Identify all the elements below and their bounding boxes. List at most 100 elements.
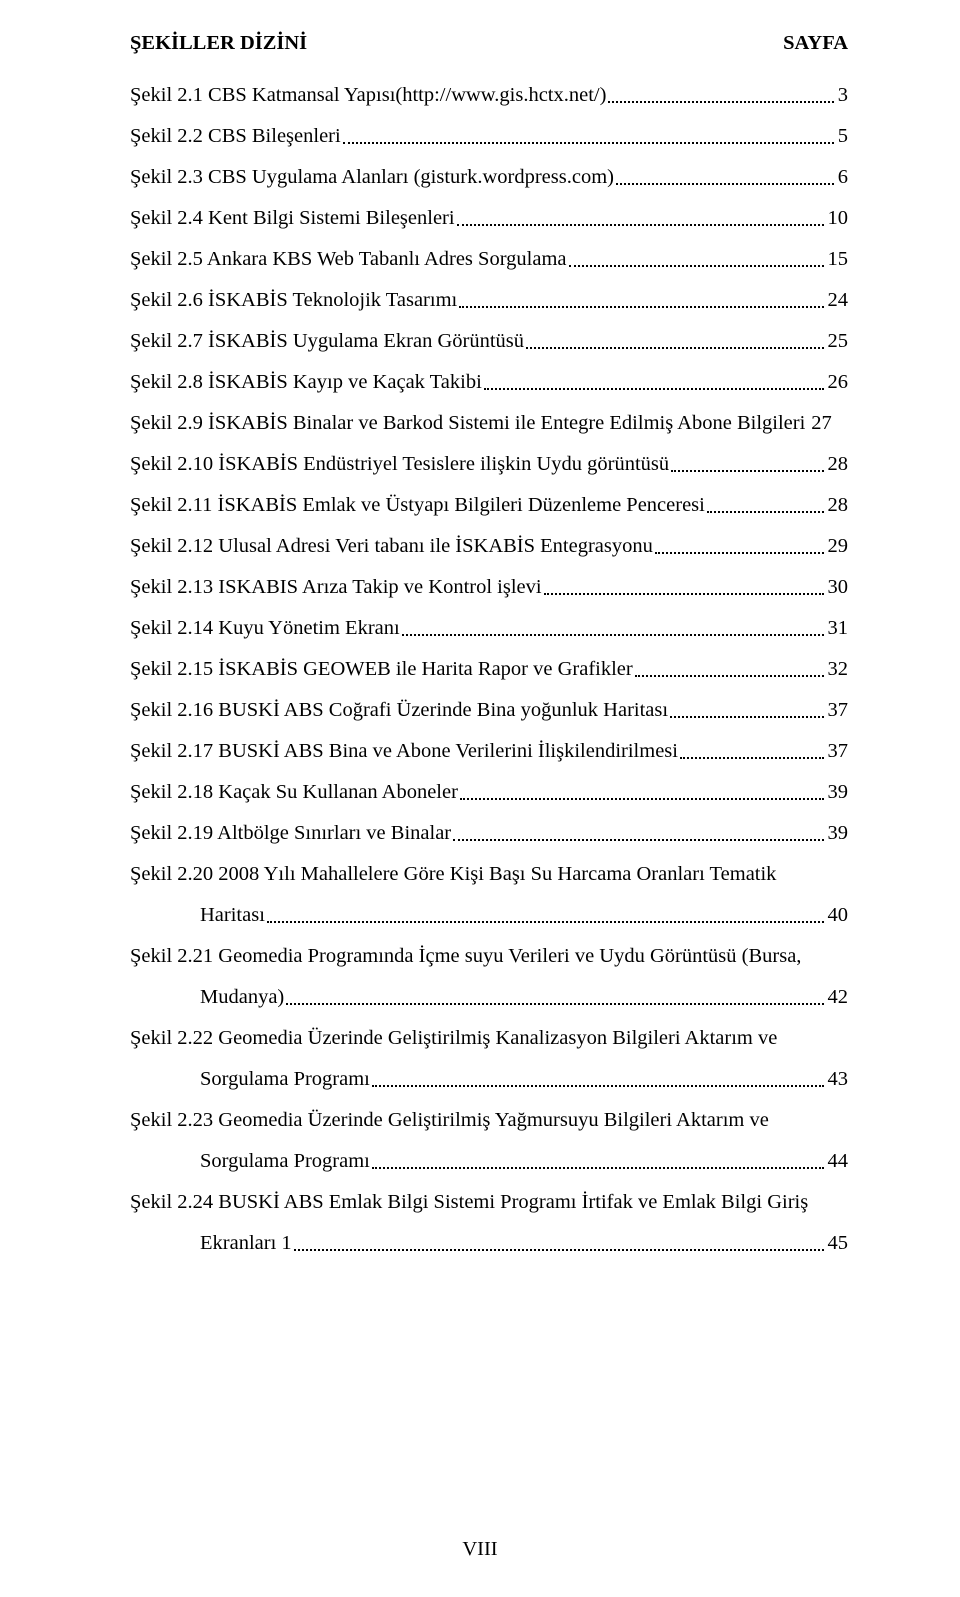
- toc-leader-dots: [680, 756, 824, 759]
- toc-label: Şekil 2.4 Kent Bilgi Sistemi Bileşenleri: [130, 206, 455, 231]
- toc-page-number: 39: [826, 780, 849, 805]
- toc-label-line1: Şekil 2.20 2008 Yılı Mahallelere Göre Ki…: [130, 862, 848, 887]
- toc-label-line1: Şekil 2.21 Geomedia Programında İçme suy…: [130, 944, 848, 969]
- toc-entry: Şekil 2.1 CBS Katmansal Yapısı(http://ww…: [130, 83, 848, 108]
- toc-label-line2-row: Ekranları 145: [130, 1231, 848, 1256]
- toc-label: Şekil 2.16 BUSKİ ABS Coğrafi Üzerinde Bi…: [130, 698, 668, 723]
- toc-leader-dots: [372, 1166, 824, 1169]
- toc-entry: Şekil 2.7 İSKABİS Uygulama Ekran Görüntü…: [130, 329, 848, 354]
- toc-page-number: 30: [826, 575, 849, 600]
- toc-label-line1: Şekil 2.22 Geomedia Üzerinde Geliştirilm…: [130, 1026, 848, 1051]
- toc-page-number: 26: [826, 370, 849, 395]
- toc-entry: Şekil 2.13 ISKABIS Arıza Takip ve Kontro…: [130, 575, 848, 600]
- toc-label: Şekil 2.6 İSKABİS Teknolojik Tasarımı: [130, 288, 457, 313]
- toc-label-line2: Ekranları 1: [200, 1231, 292, 1256]
- toc-entry: Şekil 2.5 Ankara KBS Web Tabanlı Adres S…: [130, 247, 848, 272]
- toc-entry: Şekil 2.4 Kent Bilgi Sistemi Bileşenleri…: [130, 206, 848, 231]
- toc-label-line1: Şekil 2.23 Geomedia Üzerinde Geliştirilm…: [130, 1108, 848, 1133]
- toc-leader-dots: [635, 674, 824, 677]
- toc-page-number: 25: [826, 329, 849, 354]
- toc-entry: Şekil 2.3 CBS Uygulama Alanları (gisturk…: [130, 165, 848, 190]
- toc-label: Şekil 2.13 ISKABIS Arıza Takip ve Kontro…: [130, 575, 542, 600]
- toc-page-number: 5: [836, 124, 848, 149]
- toc-label: Şekil 2.18 Kaçak Su Kullanan Aboneler: [130, 780, 458, 805]
- toc-entry: Şekil 2.18 Kaçak Su Kullanan Aboneler 39: [130, 780, 848, 805]
- toc-page-number: 27: [805, 411, 832, 436]
- toc-label-line2-row: Mudanya) 42: [130, 985, 848, 1010]
- toc-page-number: 42: [826, 985, 849, 1010]
- toc-entry: Şekil 2.11 İSKABİS Emlak ve Üstyapı Bilg…: [130, 493, 848, 518]
- toc-leader-dots: [459, 305, 823, 308]
- toc-page-number: 24: [826, 288, 849, 313]
- toc-leader-dots: [484, 387, 824, 390]
- toc-leader-dots: [670, 715, 823, 718]
- toc-page-number: 37: [826, 698, 849, 723]
- toc-leader-dots: [608, 100, 833, 103]
- toc-page-number: 37: [826, 739, 849, 764]
- toc-leader-dots: [707, 510, 824, 513]
- toc-label-line1: Şekil 2.24 BUSKİ ABS Emlak Bilgi Sistemi…: [130, 1190, 848, 1215]
- toc-entry: Şekil 2.8 İSKABİS Kayıp ve Kaçak Takibi 2…: [130, 370, 848, 395]
- toc-label-line2: Sorgulama Programı: [200, 1149, 370, 1174]
- toc-page-number: 28: [826, 452, 849, 477]
- toc-page-number: 3: [836, 83, 848, 108]
- toc-entry: Şekil 2.14 Kuyu Yönetim Ekranı 31: [130, 616, 848, 641]
- toc-page-number: 10: [826, 206, 849, 231]
- toc-entry: Şekil 2.15 İSKABİS GEOWEB ile Harita Rap…: [130, 657, 848, 682]
- toc-leader-dots: [544, 592, 824, 595]
- toc-entry: Şekil 2.9 İSKABİS Binalar ve Barkod Sist…: [130, 411, 848, 436]
- toc-leader-dots: [453, 838, 823, 841]
- toc-leader-dots: [286, 1002, 823, 1005]
- toc-page-number: 29: [826, 534, 849, 559]
- toc-entry: Şekil 2.17 BUSKİ ABS Bina ve Abone Veril…: [130, 739, 848, 764]
- toc-entry: Şekil 2.10 İSKABİS Endüstriyel Tesislere…: [130, 452, 848, 477]
- header-left: ŞEKİLLER DİZİNİ: [130, 32, 307, 55]
- toc-entry: Şekil 2.2 CBS Bileşenleri 5: [130, 124, 848, 149]
- toc-label: Şekil 2.14 Kuyu Yönetim Ekranı: [130, 616, 400, 641]
- toc-label: Şekil 2.3 CBS Uygulama Alanları (gisturk…: [130, 165, 614, 190]
- toc-entry: Şekil 2.23 Geomedia Üzerinde Geliştirilm…: [130, 1108, 848, 1174]
- toc-leader-dots: [671, 469, 823, 472]
- toc-entry: Şekil 2.22 Geomedia Üzerinde Geliştirilm…: [130, 1026, 848, 1092]
- page-number: VIII: [0, 1538, 960, 1561]
- toc-label: Şekil 2.12 Ulusal Adresi Veri tabanı ile…: [130, 534, 653, 559]
- toc-entry: Şekil 2.20 2008 Yılı Mahallelere Göre Ki…: [130, 862, 848, 928]
- toc-leader-dots: [616, 182, 834, 185]
- toc-entry: Şekil 2.24 BUSKİ ABS Emlak Bilgi Sistemi…: [130, 1190, 848, 1256]
- toc-label-line2: Sorgulama Programı: [200, 1067, 370, 1092]
- toc-page-number: 31: [826, 616, 849, 641]
- toc-leader-dots: [267, 920, 824, 923]
- toc-label-line2-row: Haritası 40: [130, 903, 848, 928]
- toc-label-line2-row: Sorgulama Programı 44: [130, 1149, 848, 1174]
- toc-label-line2: Mudanya): [200, 985, 284, 1010]
- toc-entry: Şekil 2.12 Ulusal Adresi Veri tabanı ile…: [130, 534, 848, 559]
- toc-page-number: 15: [826, 247, 849, 272]
- toc-page-number: 44: [826, 1149, 849, 1174]
- toc-leader-dots: [372, 1084, 824, 1087]
- toc-leader-dots: [343, 141, 834, 144]
- toc-entry: Şekil 2.6 İSKABİS Teknolojik Tasarımı 24: [130, 288, 848, 313]
- toc-label-line2-row: Sorgulama Programı 43: [130, 1067, 848, 1092]
- toc-leader-dots: [294, 1248, 824, 1251]
- toc-label: Şekil 2.1 CBS Katmansal Yapısı(http://ww…: [130, 83, 606, 108]
- toc-label-line2: Haritası: [200, 903, 265, 928]
- toc-page-number: 39: [826, 821, 849, 846]
- toc-label: Şekil 2.11 İSKABİS Emlak ve Üstyapı Bilg…: [130, 493, 705, 518]
- toc-label: Şekil 2.7 İSKABİS Uygulama Ekran Görüntü…: [130, 329, 524, 354]
- toc-label: Şekil 2.5 Ankara KBS Web Tabanlı Adres S…: [130, 247, 567, 272]
- toc-label: Şekil 2.17 BUSKİ ABS Bina ve Abone Veril…: [130, 739, 678, 764]
- toc-page-number: 28: [826, 493, 849, 518]
- toc-entry: Şekil 2.19 Altbölge Sınırları ve Binalar…: [130, 821, 848, 846]
- document-page: ŞEKİLLER DİZİNİ SAYFA Şekil 2.1 CBS Katm…: [0, 0, 960, 1597]
- toc-label: Şekil 2.8 İSKABİS Kayıp ve Kaçak Takibi: [130, 370, 482, 395]
- toc-label: Şekil 2.19 Altbölge Sınırları ve Binalar: [130, 821, 451, 846]
- toc-page-number: 32: [826, 657, 849, 682]
- toc-label: Şekil 2.2 CBS Bileşenleri: [130, 124, 341, 149]
- toc-leader-dots: [457, 223, 824, 226]
- toc-leader-dots: [526, 346, 823, 349]
- toc-page-number: 40: [826, 903, 849, 928]
- toc-page-number: 43: [826, 1067, 849, 1092]
- toc-container: Şekil 2.1 CBS Katmansal Yapısı(http://ww…: [130, 83, 848, 1256]
- toc-leader-dots: [655, 551, 824, 554]
- toc-label: Şekil 2.9 İSKABİS Binalar ve Barkod Sist…: [130, 411, 805, 436]
